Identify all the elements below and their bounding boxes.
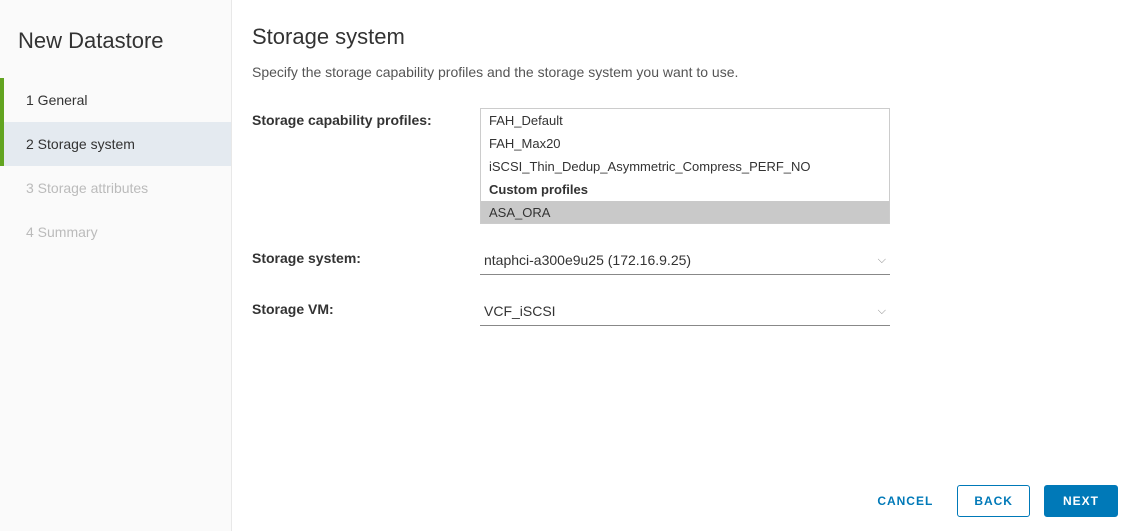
row-profiles: Storage capability profiles: FAH_Default… (252, 108, 1106, 224)
profile-option[interactable]: iSCSI_Thin_Dedup_Asymmetric_Compress_PER… (481, 155, 889, 178)
wizard-title: New Datastore (0, 20, 231, 78)
storage-system-value: ntaphci-a300e9u25 (172.16.9.25) (484, 252, 691, 268)
profile-option[interactable]: FAH_Max20 (481, 132, 889, 155)
step-general[interactable]: 1 General (0, 78, 231, 122)
wizard-footer: CANCEL BACK NEXT (867, 485, 1118, 517)
row-storage-system: Storage system: ntaphci-a300e9u25 (172.1… (252, 246, 1106, 275)
storage-vm-select[interactable]: VCF_iSCSI ⌵ (480, 297, 890, 326)
storage-system-control: ntaphci-a300e9u25 (172.16.9.25) ⌵ (480, 246, 890, 275)
storage-system-select[interactable]: ntaphci-a300e9u25 (172.16.9.25) ⌵ (480, 246, 890, 275)
next-button[interactable]: NEXT (1044, 485, 1118, 517)
storage-vm-label: Storage VM: (252, 297, 480, 326)
page-title: Storage system (252, 24, 1106, 50)
chevron-down-icon: ⌵ (878, 254, 886, 267)
step-storage-attributes: 3 Storage attributes (0, 166, 231, 210)
page-description: Specify the storage capability profiles … (252, 64, 1106, 80)
wizard-container: New Datastore 1 General 2 Storage system… (0, 0, 1140, 531)
storage-vm-control: VCF_iSCSI ⌵ (480, 297, 890, 326)
cancel-button[interactable]: CANCEL (867, 486, 943, 516)
storage-system-label: Storage system: (252, 246, 480, 275)
profiles-label: Storage capability profiles: (252, 108, 480, 224)
wizard-steps: 1 General 2 Storage system 3 Storage att… (0, 78, 231, 254)
wizard-sidebar: New Datastore 1 General 2 Storage system… (0, 0, 232, 531)
profile-group-label: Custom profiles (481, 178, 889, 201)
step-summary: 4 Summary (0, 210, 231, 254)
chevron-down-icon: ⌵ (878, 305, 886, 318)
profile-option[interactable]: FAH_Default (481, 109, 889, 132)
profiles-listbox[interactable]: FAH_Default FAH_Max20 iSCSI_Thin_Dedup_A… (480, 108, 890, 224)
profile-option-selected[interactable]: ASA_ORA (481, 201, 889, 224)
storage-vm-value: VCF_iSCSI (484, 303, 556, 319)
wizard-main: Storage system Specify the storage capab… (232, 0, 1140, 531)
step-storage-system[interactable]: 2 Storage system (0, 122, 231, 166)
row-storage-vm: Storage VM: VCF_iSCSI ⌵ (252, 297, 1106, 326)
profiles-control: FAH_Default FAH_Max20 iSCSI_Thin_Dedup_A… (480, 108, 890, 224)
back-button[interactable]: BACK (957, 485, 1030, 517)
